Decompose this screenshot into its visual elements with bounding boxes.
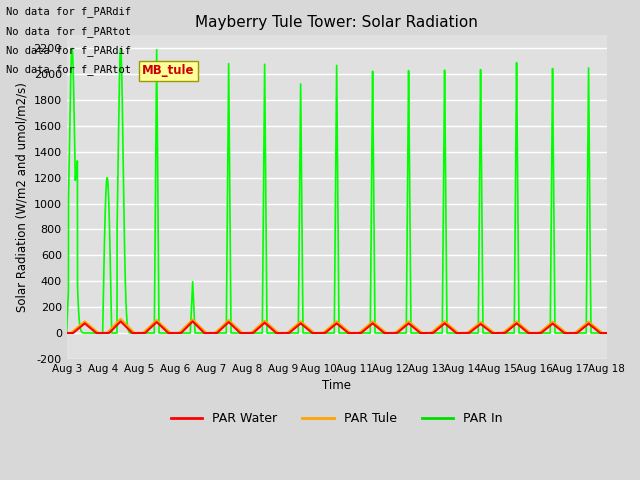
Text: No data for f_PARtot: No data for f_PARtot <box>6 25 131 36</box>
Legend: PAR Water, PAR Tule, PAR In: PAR Water, PAR Tule, PAR In <box>166 407 508 430</box>
Y-axis label: Solar Radiation (W/m2 and umol/m2/s): Solar Radiation (W/m2 and umol/m2/s) <box>15 82 28 312</box>
Title: Mayberry Tule Tower: Solar Radiation: Mayberry Tule Tower: Solar Radiation <box>195 15 478 30</box>
Text: No data for f_PARdif: No data for f_PARdif <box>6 45 131 56</box>
Text: MB_tule: MB_tule <box>142 64 195 77</box>
Text: No data for f_PARdif: No data for f_PARdif <box>6 6 131 17</box>
Text: No data for f_PARtot: No data for f_PARtot <box>6 64 131 75</box>
X-axis label: Time: Time <box>322 379 351 392</box>
